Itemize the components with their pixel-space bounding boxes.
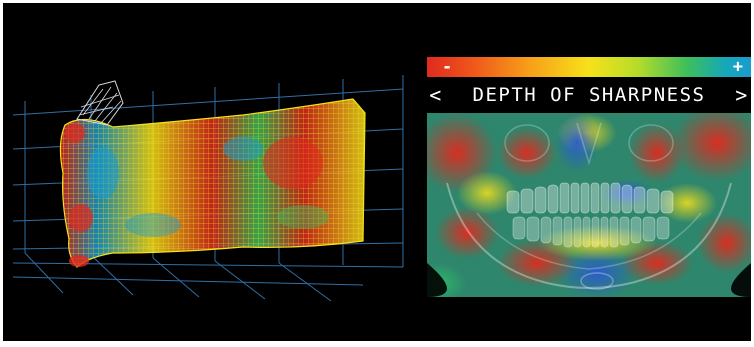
legend-minus-label: - (442, 57, 453, 77)
wireframe-surface-svg (12, 75, 404, 302)
chevron-left-icon[interactable]: < (429, 83, 443, 107)
panel-title: DEPTH OF SHARPNESS (472, 84, 706, 106)
sharpness-panel: - + < DEPTH OF SHARPNESS > (427, 57, 751, 297)
wireframe-3d-view (3, 3, 423, 341)
upper-teeth (506, 182, 674, 214)
legend-plus-label: + (732, 57, 743, 77)
mesh-surface (59, 80, 366, 268)
title-row: < DEPTH OF SHARPNESS > (427, 82, 751, 108)
chevron-right-icon[interactable]: > (735, 83, 749, 107)
image-frame: - + < DEPTH OF SHARPNESS > (3, 3, 751, 341)
panoramic-xray-heatmap (427, 113, 751, 297)
lower-teeth (512, 216, 670, 248)
sharpness-gradient-legend: - + (427, 57, 751, 77)
xray-heatmap-svg (427, 113, 751, 297)
